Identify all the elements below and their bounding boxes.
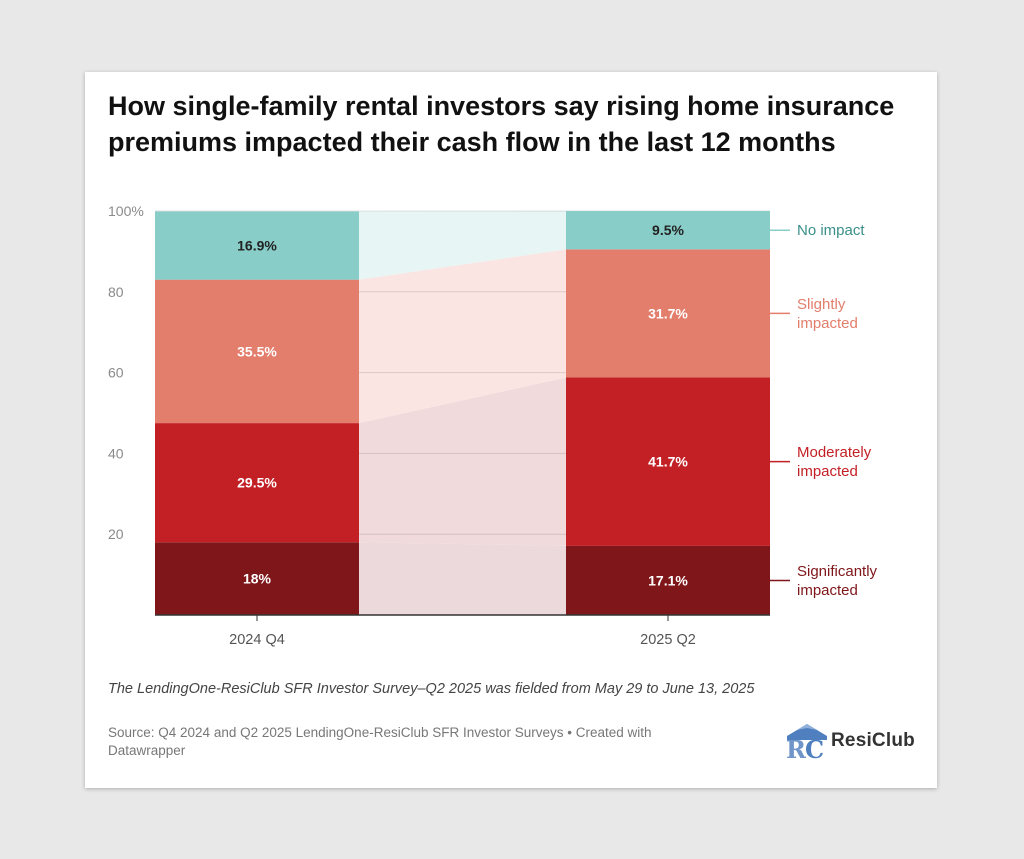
bar-value-label: 9.5% — [652, 222, 684, 238]
bar-segment — [155, 211, 359, 280]
legend-label: Slightly — [797, 296, 846, 313]
source-credit: Source: Q4 2024 and Q2 2025 LendingOne-R… — [108, 725, 652, 758]
legend-label: impacted — [797, 463, 858, 480]
x-tick-label: 2025 Q2 — [640, 632, 696, 648]
svg-text:R: R — [786, 735, 807, 760]
legend-label: impacted — [797, 582, 858, 599]
bar-value-label: 29.5% — [237, 475, 277, 491]
bar-segment — [155, 423, 359, 543]
bar-value-label: 31.7% — [648, 305, 688, 321]
bar-value-label: 16.9% — [237, 238, 277, 254]
logo-text: ResiClub — [831, 730, 915, 751]
legend-label: No impact — [797, 222, 865, 239]
survey-note: The LendingOne-ResiClub SFR Investor Sur… — [108, 681, 755, 697]
bar-segment — [566, 377, 770, 546]
chart-card: How single-family rental investors say r… — [85, 72, 937, 788]
connector-band — [359, 377, 566, 546]
legend-label: impacted — [797, 315, 858, 332]
connector-band — [359, 542, 566, 615]
y-tick-label: 40 — [108, 445, 124, 461]
resiclub-logo: R C ResiClub — [785, 722, 925, 764]
bar-segment — [155, 542, 359, 615]
bar-segment — [566, 249, 770, 378]
bar-segment — [155, 279, 359, 424]
x-tick-label: 2024 Q4 — [229, 632, 285, 648]
bar-value-label: 17.1% — [648, 572, 688, 588]
stacked-bar-chart: 20 40 60 80 100% 18% 29.5% 35.5% 16.9% 2024 Q4 17.… — [108, 203, 878, 648]
bar-value-label: 35.5% — [237, 343, 277, 359]
bar-segment — [566, 545, 770, 615]
y-tick-label: 100% — [108, 203, 144, 219]
bar-value-label: 18% — [243, 571, 272, 587]
legend-label: Moderately — [797, 444, 872, 461]
resiclub-logo-icon: R C — [786, 724, 827, 764]
connector-band — [359, 249, 566, 424]
svg-text:C: C — [805, 735, 824, 760]
y-tick-label: 20 — [108, 526, 124, 542]
y-tick-label: 80 — [108, 284, 124, 300]
legend-label: Significantly — [797, 563, 878, 580]
chart-title: How single-family rental investors say r… — [108, 91, 895, 157]
bar-value-label: 41.7% — [648, 454, 688, 470]
bar-segment — [566, 211, 770, 250]
connector-band — [359, 211, 566, 280]
y-tick-label: 60 — [108, 365, 124, 381]
